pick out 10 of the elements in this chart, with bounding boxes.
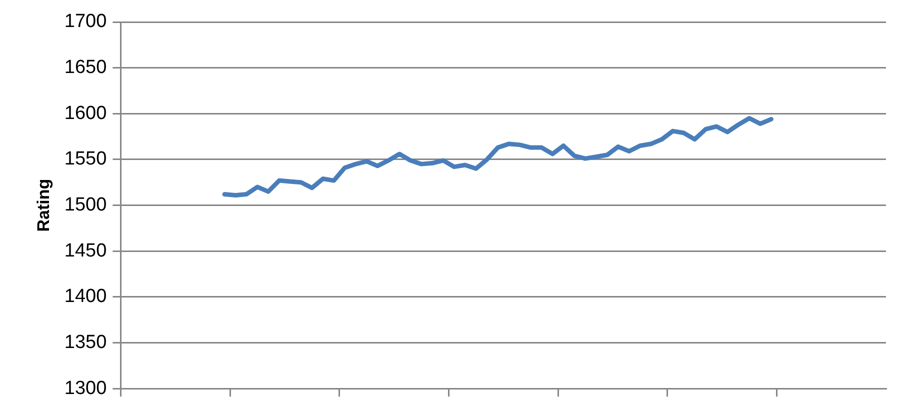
y-tick-label: 1450 bbox=[64, 240, 107, 262]
y-tick-label: 1550 bbox=[64, 148, 107, 170]
y-axis-title: Rating bbox=[34, 178, 53, 232]
y-tick-label: 1400 bbox=[64, 286, 107, 308]
y-tick-label: 1600 bbox=[64, 102, 107, 124]
y-tick-label: 1700 bbox=[64, 11, 107, 32]
y-tick-label: 1350 bbox=[64, 332, 107, 354]
y-tick-label: 1650 bbox=[64, 57, 107, 78]
y-tick-label: 1500 bbox=[64, 194, 107, 216]
y-tick-label: 1300 bbox=[64, 378, 107, 399]
